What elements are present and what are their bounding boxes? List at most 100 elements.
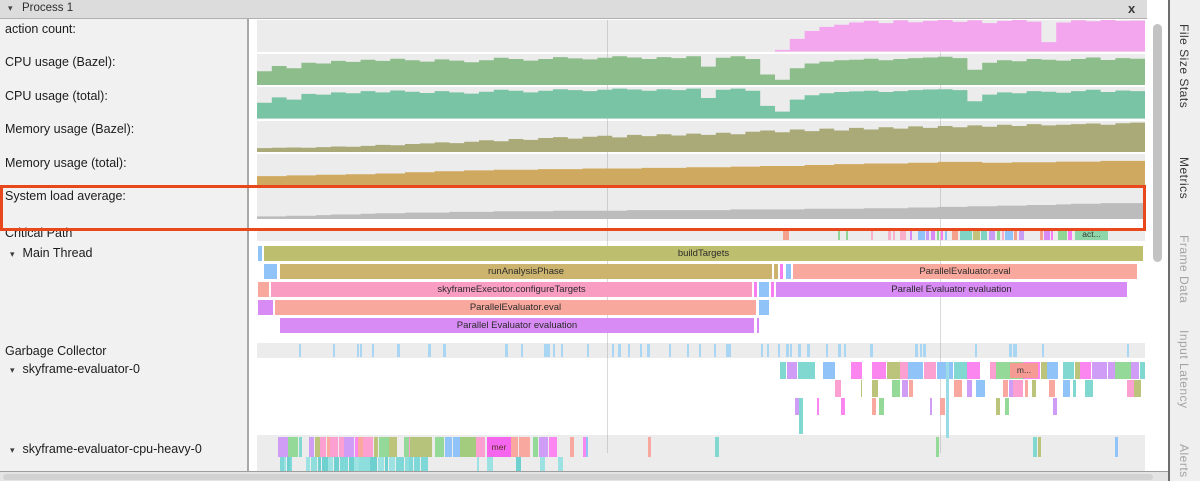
evaluator0-slice[interactable] — [1084, 380, 1093, 397]
evaluator0-slice[interactable] — [817, 398, 820, 415]
cpu-heavy-slice[interactable] — [408, 457, 414, 473]
cpu-heavy-slice[interactable] — [328, 457, 334, 473]
critical-path-slice[interactable] — [952, 229, 958, 240]
gc-tick[interactable] — [799, 344, 801, 357]
cpu-heavy-slice[interactable] — [445, 437, 452, 457]
cpu-heavy-slice[interactable] — [569, 437, 574, 457]
tab-metrics[interactable]: Metrics — [1177, 157, 1191, 200]
cpu-heavy-slice[interactable] — [519, 437, 530, 457]
cpu-heavy-slice[interactable] — [435, 437, 445, 457]
counter-chart-memory-usage-bazel[interactable] — [257, 121, 1145, 153]
evaluator0-slice[interactable] — [908, 362, 923, 379]
evaluator0-slice[interactable] — [1003, 380, 1008, 397]
evaluator0-slice[interactable] — [1114, 362, 1132, 379]
evaluator0-slice[interactable] — [909, 380, 914, 397]
evaluator0-slice[interactable] — [939, 398, 945, 415]
evaluator0-slice[interactable] — [797, 362, 815, 379]
evaluator0-slice[interactable] — [799, 398, 803, 434]
evaluator0-slice[interactable] — [780, 362, 787, 379]
trace-slice[interactable] — [780, 264, 783, 279]
gc-tick[interactable] — [612, 344, 614, 357]
sidebar-row-memory-usage-bazel-[interactable]: Memory usage (Bazel): — [5, 122, 134, 136]
gc-tick[interactable] — [360, 344, 362, 357]
cpu-heavy-slice[interactable] — [280, 457, 284, 473]
evaluator0-slice[interactable] — [834, 380, 842, 397]
cpu-heavy-slice[interactable] — [288, 437, 299, 457]
evaluator0-slice[interactable] — [1080, 362, 1092, 379]
critical-path-slice[interactable] — [900, 229, 906, 240]
tab-frame-data[interactable]: Frame Data — [1177, 235, 1191, 304]
gc-tick[interactable] — [975, 344, 977, 357]
gc-tick[interactable] — [761, 344, 763, 357]
evaluator0-slice[interactable] — [1074, 362, 1080, 379]
cpu-heavy-slice[interactable] — [289, 457, 293, 473]
evaluator0-slice[interactable] — [1013, 380, 1023, 397]
trace-slice[interactable] — [757, 318, 759, 333]
evaluator0-slice[interactable] — [1048, 380, 1056, 397]
collapse-triangle-icon[interactable]: ▾ — [8, 3, 13, 13]
critical-path-slice[interactable] — [997, 229, 1000, 240]
gc-tick[interactable] — [915, 344, 918, 357]
evaluator0-slice[interactable] — [946, 362, 949, 438]
evaluator0-slice[interactable] — [872, 380, 878, 397]
trace-slice-skyframeexecutor-configuretargets[interactable]: skyframeExecutor.configureTargets — [271, 282, 752, 297]
cpu-heavy-slice[interactable] — [284, 457, 287, 473]
evaluator0-slice[interactable] — [901, 380, 909, 397]
gc-tick[interactable] — [870, 344, 873, 357]
tab-file-size-stats[interactable]: File Size Stats — [1177, 24, 1191, 109]
gc-tick[interactable] — [826, 344, 828, 357]
evaluator0-slice[interactable] — [1107, 362, 1115, 379]
trace-slice[interactable] — [759, 282, 769, 297]
critical-path-slice[interactable] — [1058, 229, 1067, 240]
evaluator0-slice[interactable] — [975, 380, 985, 397]
evaluator0-slice[interactable] — [891, 380, 901, 397]
trace-slice[interactable] — [759, 300, 769, 315]
critical-path-slice[interactable] — [910, 229, 912, 240]
counter-chart-cpu-usage-bazel[interactable] — [257, 54, 1145, 86]
gc-tick[interactable] — [1009, 344, 1012, 357]
evaluator0-slice[interactable] — [850, 362, 862, 379]
evaluator0-slice[interactable] — [1092, 362, 1108, 379]
gc-tick[interactable] — [628, 344, 630, 357]
gc-tick[interactable] — [1042, 344, 1044, 357]
gc-tick[interactable] — [767, 344, 769, 357]
cpu-heavy-slice[interactable] — [359, 457, 365, 473]
gc-tick[interactable] — [333, 344, 335, 357]
evaluator0-slice[interactable] — [872, 398, 876, 415]
cpu-heavy-slice[interactable] — [421, 457, 429, 473]
evaluator0-slice[interactable] — [1126, 380, 1134, 397]
cpu-heavy-slice[interactable] — [586, 437, 588, 457]
evaluator0-slice[interactable] — [1024, 380, 1029, 397]
cpu-heavy-slice[interactable] — [333, 457, 340, 473]
trace-slice-runanalysisphase[interactable]: runAnalysisPhase — [280, 264, 772, 279]
sidebar-row-cpu-usage-total-[interactable]: CPU usage (total): — [5, 89, 108, 103]
critical-path-slice[interactable] — [871, 229, 873, 240]
trace-slice-parallelevaluator-eval[interactable]: ParallelEvaluator.eval — [793, 264, 1137, 279]
evaluator0-slice[interactable] — [878, 398, 884, 415]
cpu-heavy-slice[interactable] — [453, 437, 463, 457]
critical-path-slice[interactable] — [838, 229, 840, 240]
gc-tick[interactable] — [1015, 344, 1017, 357]
cpu-heavy-slice[interactable] — [374, 437, 378, 457]
critical-path-slice[interactable] — [1068, 229, 1072, 240]
gc-tick[interactable] — [808, 344, 810, 357]
evaluator0-slice[interactable] — [953, 362, 967, 379]
cpu-heavy-slice[interactable] — [378, 437, 390, 457]
sidebar-row-skyframe-evaluator-cpu-heavy-0[interactable]: ▾ skyframe-evaluator-cpu-heavy-0 — [10, 442, 202, 456]
critical-path-slice[interactable] — [1044, 229, 1050, 240]
cpu-heavy-slice[interactable] — [320, 437, 327, 457]
gc-tick[interactable] — [357, 344, 359, 357]
cpu-heavy-slice[interactable] — [369, 457, 377, 473]
cpu-heavy-slice[interactable] — [389, 437, 398, 457]
critical-path-slice[interactable] — [981, 229, 987, 240]
critical-path-slice[interactable] — [945, 229, 947, 240]
cpu-heavy-slice[interactable] — [311, 457, 318, 473]
evaluator0-slice[interactable] — [860, 380, 863, 397]
gc-tick[interactable] — [726, 344, 728, 357]
critical-path-slice[interactable] — [888, 229, 891, 240]
gc-tick[interactable] — [428, 344, 431, 357]
cpu-heavy-slice[interactable] — [314, 437, 321, 457]
critical-path-slice[interactable] — [1040, 229, 1043, 240]
cpu-heavy-slice[interactable] — [404, 457, 409, 473]
evaluator0-slice[interactable] — [953, 380, 962, 397]
